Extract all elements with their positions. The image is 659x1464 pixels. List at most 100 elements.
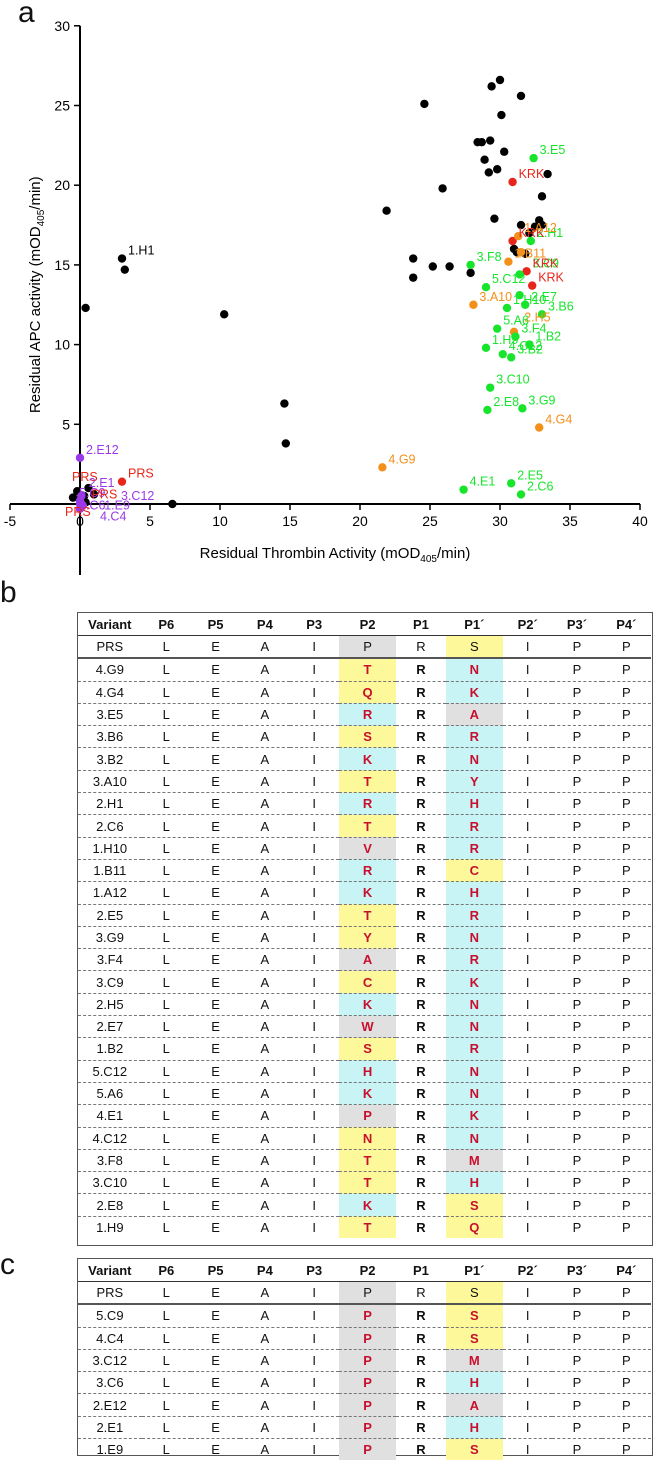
table-cell: R: [445, 725, 504, 748]
data-point-green: [526, 236, 535, 246]
data-point-orange: [535, 423, 544, 432]
table-cell: I: [503, 1037, 553, 1061]
mutant-residue: T: [363, 1175, 372, 1191]
reference-row: PRS L E A I P R S I P P: [78, 1281, 651, 1306]
table-cell: E: [190, 792, 241, 815]
column-header: P3: [289, 1259, 339, 1282]
table-cell: R: [396, 903, 446, 927]
mutant-residue: K: [362, 1086, 373, 1102]
table-cell: E: [190, 1371, 241, 1394]
table-cell: I: [503, 1215, 553, 1239]
table-row: 3.B2 L E A I K R N I P P: [78, 747, 651, 771]
table-cell: A: [445, 1393, 504, 1417]
table-cell: 3.F4: [78, 948, 142, 971]
data-point-green: [511, 332, 520, 341]
table-cell: R: [396, 657, 446, 682]
reference-cell: L: [141, 1281, 191, 1306]
table-cell: 2.E12: [78, 1393, 142, 1417]
table-cell: E: [190, 1015, 241, 1038]
reference-cell: P: [338, 635, 397, 660]
table-cell: E: [190, 1393, 241, 1417]
mutant-residue: P: [363, 1442, 372, 1458]
column-header: P3´: [552, 1259, 602, 1282]
table-cell: L: [141, 1326, 191, 1350]
mutant-residue: T: [363, 1219, 372, 1235]
reference-cell: P: [601, 1281, 651, 1306]
table-cell: P: [552, 925, 602, 949]
table-cell: I: [289, 1303, 339, 1328]
table-cell: T: [338, 657, 397, 682]
table-cell: 3.C12: [78, 1348, 142, 1372]
table-cell: I: [503, 1193, 553, 1217]
table-cell: I: [289, 792, 339, 815]
table-cell: N: [445, 925, 504, 949]
table-cell: I: [503, 1393, 553, 1417]
table-cell: I: [289, 769, 339, 793]
table-cell: P: [601, 1126, 651, 1150]
table-cell: I: [503, 680, 553, 704]
column-header: P2´: [503, 613, 553, 636]
y-tick-label: 25: [54, 98, 70, 114]
table-row: 3.A10 L E A I T R Y I P P: [78, 769, 651, 793]
data-point-orange: [516, 247, 526, 257]
table-cell: P: [338, 1303, 397, 1328]
table-cell: P: [552, 702, 602, 726]
data-point-green: [483, 405, 492, 415]
data-point-green: [515, 290, 524, 300]
table-cell: A: [445, 702, 504, 726]
scatter-plot: -50510152025303540-551015202530Residual …: [4, 18, 648, 575]
table-cell: H: [445, 1171, 504, 1194]
table-cell: I: [289, 992, 339, 1016]
table-cell: I: [289, 948, 339, 971]
table-cell: 2.E1: [78, 1415, 142, 1439]
table-cell: I: [289, 858, 339, 882]
table-cell: E: [190, 1148, 241, 1172]
table-row: 1.H9 L E A I T R Q I P P: [78, 1215, 651, 1239]
table-cell: E: [190, 747, 241, 771]
table-cell: L: [141, 702, 191, 726]
table-cell: I: [289, 1059, 339, 1083]
table-cell: P: [601, 948, 651, 971]
reference-cell: I: [503, 635, 553, 660]
table-row: 2.E5 L E A I T R R I P P: [78, 903, 651, 927]
mutant-residue: M: [468, 1152, 480, 1168]
table-cell: A: [240, 1326, 290, 1350]
table-cell: 1.A12: [78, 881, 142, 905]
mutant-residue: R: [362, 707, 373, 723]
table-cell: R: [445, 903, 504, 927]
point-label: 2.E12: [86, 443, 119, 457]
mutant-residue: A: [469, 707, 479, 723]
table-cell: L: [141, 1126, 191, 1150]
point-label: 2.E8: [493, 395, 519, 409]
data-point-green: [498, 349, 507, 359]
table-cell: L: [141, 925, 191, 949]
table-row: 3.F8 L E A I T R M I P P: [78, 1148, 651, 1172]
table-cell: I: [289, 1148, 339, 1172]
data-point-green: [466, 260, 475, 270]
table-cell: R: [396, 769, 446, 793]
table-cell: I: [503, 1438, 553, 1461]
data-point-green: [481, 343, 491, 352]
table-cell: I: [503, 1126, 553, 1150]
point-label: 3.B2: [517, 342, 543, 356]
table-cell: P: [601, 1015, 651, 1038]
table-cell: P: [552, 970, 602, 994]
table-cell: R: [396, 1371, 446, 1394]
x-tick-label: 25: [422, 513, 438, 529]
table-cell: R: [338, 792, 397, 815]
point-label: 4.G9: [388, 452, 415, 466]
table-cell: K: [338, 992, 397, 1016]
data-point-green: [529, 153, 538, 163]
column-header: P2´: [503, 1259, 553, 1282]
data-point-purple: [75, 453, 85, 462]
mutant-residue: S: [363, 1041, 372, 1057]
mutant-residue: T: [363, 1152, 372, 1168]
mutant-residue: N: [469, 662, 479, 678]
data-point-green: [525, 340, 534, 349]
table-cell: L: [141, 836, 191, 860]
table-cell: 1.B11: [78, 858, 142, 882]
table-cell: P: [601, 858, 651, 882]
mutant-residue: N: [469, 751, 479, 767]
table-row: 3.G9 L E A I Y R N I P P: [78, 925, 651, 949]
table-cell: E: [190, 725, 241, 748]
